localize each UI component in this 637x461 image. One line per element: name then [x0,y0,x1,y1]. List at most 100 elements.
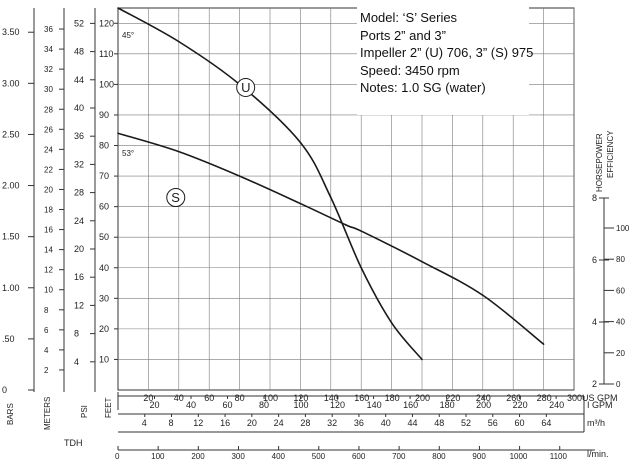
efficiency-tick-label: 20 [616,349,625,358]
x-tick-label: 280 [537,393,552,403]
igpm-tick-label: 100 [294,400,309,410]
curve-point-s [421,260,423,263]
psi-tick-label: 32 [74,159,84,169]
x-tick-label: 80 [235,393,245,403]
feet-axis-label: FEET [104,397,113,418]
igpm-tick-label: 60 [223,400,233,410]
efficiency-axis-label: EFFICIENCY [606,130,615,178]
horsepower-axis-label: HORSEPOWER [595,133,604,192]
meters-tick-label: 32 [44,65,53,74]
feet-tick-label: 50 [99,232,109,242]
lmin-tick-label: 100 [151,452,165,461]
psi-axis-label: PSI [80,405,89,418]
bars-tick-label: 2.00 [2,181,20,191]
meters-tick-label: 36 [44,25,53,34]
efficiency-tick-label: 40 [616,318,625,327]
x-tick-label: 100 [263,393,278,403]
x-axis-label: US GPM [582,393,618,403]
impeller-text: Impeller 2” (U) 706, 3” (S) 975 [360,45,534,60]
efficiency-mark: 53° [122,149,134,158]
lmin-tick-label: 1000 [510,452,528,461]
psi-tick-label: 52 [74,18,84,28]
feet-tick-label: 40 [99,263,109,273]
psi-tick-label: 48 [74,47,84,57]
lmin-tick-label: 600 [352,452,366,461]
m3h-axis-label: m³/h [587,418,605,428]
meters-tick-label: 10 [44,286,53,295]
x-tick-label: 260 [506,393,521,403]
m3h-tick-label: 32 [327,418,337,428]
axes-layer [28,7,614,451]
x-tick-label: 120 [293,393,308,403]
lmin-tick-label: 1100 [550,452,568,461]
igpm-tick-label: 160 [403,400,418,410]
efficiency-tick-label: 60 [616,286,625,295]
curve-point-s [178,150,180,153]
meters-tick-label: 14 [44,246,53,255]
curve-point-s [482,294,484,297]
x-tick-label: 140 [324,393,339,403]
curve-label-circle-u [236,77,256,97]
lmin-tick-label: 400 [272,452,286,461]
feet-tick-label: 120 [99,18,114,28]
igpm-tick-label: 180 [440,400,455,410]
tdh-label: TDH [64,438,83,448]
curve-label-circle-s [166,187,186,207]
igpm-tick-label: 80 [259,400,269,410]
x-tick-label: 60 [204,393,214,403]
curve-label-u: U [241,80,250,95]
x-tick-label: 300 [567,393,582,403]
lmin-tick-label: 0 [115,452,120,461]
feet-tick-label: 90 [99,110,109,120]
curve-point-u [178,40,180,43]
model-text: Model: ‘S’ Series [360,10,458,25]
meters-tick-label: 28 [44,105,53,114]
psi-tick-label: 16 [74,272,84,282]
lmin-tick-label: 200 [191,452,205,461]
igpm-tick-label: 240 [549,400,564,410]
m3h-tick-label: 20 [247,418,257,428]
psi-tick-label: 24 [74,216,84,226]
x-tick-label: 160 [354,393,369,403]
bars-tick-label: 1.50 [2,232,20,242]
bars-tick-label: 2.50 [2,129,20,139]
m3h-tick-label: 16 [220,418,230,428]
psi-tick-label: 28 [74,188,84,198]
igpm-tick-label: 140 [367,400,382,410]
feet-tick-label: 10 [99,354,109,364]
bars-tick-label: .50 [2,334,15,344]
m3h-tick-label: 8 [169,418,174,428]
bars-tick-label: 3.50 [2,27,20,37]
feet-tick-label: 20 [99,324,109,334]
curve-point-s [238,175,241,177]
horsepower-tick-label: 2 [592,379,597,389]
efficiency-mark: 45° [122,31,134,40]
meters-tick-label: 26 [44,125,53,134]
psi-tick-label: 36 [74,131,84,141]
efficiency-tick-label: 80 [616,255,625,264]
m3h-tick-label: 60 [515,418,525,428]
curve-point-s [542,343,545,345]
bars-tick-label: 0 [2,385,7,395]
curve-point-u [360,266,363,269]
curve-point-s [299,202,302,205]
meters-tick-label: 34 [44,45,53,54]
psi-tick-label: 12 [74,300,84,310]
x-tick-label: 180 [385,393,400,403]
x-tick-label: 240 [476,393,491,403]
m3h-tick-label: 52 [461,418,471,428]
horsepower-tick-label: 4 [592,317,597,327]
feet-tick-label: 60 [99,202,109,212]
meters-tick-label: 20 [44,185,53,194]
pump-curve-u [117,7,423,360]
x-tick-label: 20 [143,393,153,403]
lmin-tick-label: 800 [432,452,446,461]
curve-point-u [330,196,332,199]
curve-point-s [360,230,363,232]
meters-tick-label: 22 [44,165,53,174]
curve-point-u [117,7,119,9]
meters-tick-label: 16 [44,226,53,235]
m3h-tick-label: 56 [488,418,498,428]
x-tick-label: 40 [174,393,184,403]
